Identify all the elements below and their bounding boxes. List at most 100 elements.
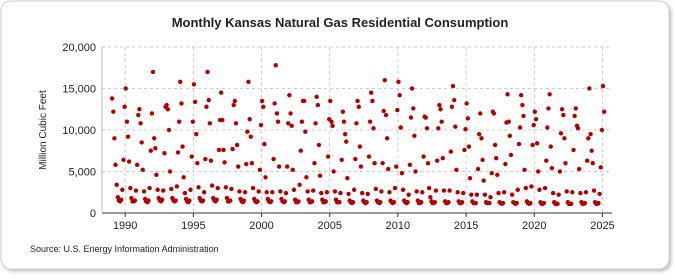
data-point: [529, 184, 534, 189]
y-axis-label: Million Cubic Feet: [38, 90, 49, 170]
data-point: [446, 200, 451, 205]
data-point: [237, 189, 242, 194]
data-point: [242, 190, 248, 195]
data-point: [139, 140, 144, 145]
data-point: [112, 136, 117, 141]
data-point: [559, 107, 565, 112]
data-point: [437, 102, 442, 108]
data-point: [481, 178, 486, 183]
data-point: [459, 200, 465, 205]
data-point: [508, 152, 514, 158]
data-point: [391, 200, 397, 205]
data-point: [319, 190, 324, 196]
data-point: [530, 142, 535, 148]
data-point: [350, 200, 356, 205]
data-point: [314, 94, 319, 100]
data-point: [359, 190, 365, 196]
x-tick-label: 2015: [454, 220, 478, 232]
data-point: [246, 79, 251, 85]
data-point: [290, 167, 295, 173]
data-point: [231, 102, 236, 108]
data-point: [453, 124, 458, 129]
data-point: [208, 158, 214, 163]
data-point: [328, 98, 333, 104]
data-point: [288, 111, 293, 116]
data-point: [162, 151, 167, 156]
data-point: [304, 175, 309, 180]
data-point: [289, 123, 294, 129]
data-point: [269, 199, 274, 204]
data-point: [371, 126, 376, 131]
data-point: [221, 147, 226, 153]
data-point: [450, 83, 456, 89]
data-point: [222, 160, 227, 165]
x-tick-label: 2020: [522, 220, 546, 232]
data-point: [515, 187, 520, 192]
data-point: [386, 166, 391, 172]
data-point: [545, 125, 550, 130]
data-point: [518, 92, 524, 98]
data-point: [203, 156, 208, 162]
data-point: [250, 185, 256, 191]
y-tick-label: 10,000: [62, 125, 96, 137]
data-point: [223, 185, 229, 190]
data-point: [296, 199, 301, 204]
data-point: [463, 126, 468, 132]
data-point: [305, 189, 310, 194]
data-point: [424, 126, 430, 131]
data-point: [114, 182, 119, 187]
data-point: [473, 200, 478, 206]
data-point: [137, 107, 142, 112]
data-point: [452, 97, 457, 103]
data-point: [190, 119, 196, 124]
data-point: [465, 116, 471, 121]
data-point: [218, 90, 224, 95]
data-point: [547, 92, 552, 97]
data-point: [355, 98, 360, 104]
data-point: [423, 115, 428, 120]
data-point: [132, 198, 138, 203]
data-point: [557, 169, 563, 174]
data-point: [563, 161, 568, 166]
data-point: [229, 186, 234, 192]
data-point: [187, 198, 192, 203]
data-point: [542, 185, 548, 191]
data-point: [178, 79, 183, 85]
data-point: [247, 117, 252, 122]
data-point: [353, 156, 358, 162]
data-point: [576, 166, 582, 172]
data-point: [119, 197, 124, 202]
x-tick-label: 1990: [113, 220, 137, 232]
data-point: [505, 92, 510, 97]
data-point: [379, 189, 384, 194]
data-point: [600, 83, 606, 89]
data-point: [330, 123, 335, 129]
data-point: [507, 133, 513, 139]
data-point: [420, 190, 425, 195]
data-point: [153, 146, 158, 151]
data-point: [357, 144, 363, 149]
data-point: [276, 164, 282, 169]
data-point: [397, 92, 402, 98]
x-tick-label: 2000: [249, 220, 273, 232]
data-point: [578, 190, 583, 196]
data-point: [297, 182, 302, 187]
data-point: [364, 200, 369, 205]
data-point: [587, 86, 592, 91]
data-point: [215, 185, 220, 191]
data-point: [195, 161, 200, 166]
data-point: [332, 189, 338, 194]
data-point: [570, 190, 575, 195]
data-point: [258, 122, 264, 128]
data-point: [181, 175, 186, 180]
data-point: [441, 188, 447, 193]
data-point: [541, 200, 547, 206]
data-point: [329, 119, 334, 124]
data-point: [346, 191, 351, 197]
data-point: [569, 201, 574, 207]
x-tick-label: 2010: [386, 220, 410, 232]
data-point: [419, 200, 424, 205]
data-point: [154, 172, 159, 178]
data-point: [602, 109, 607, 114]
data-point: [436, 126, 441, 131]
